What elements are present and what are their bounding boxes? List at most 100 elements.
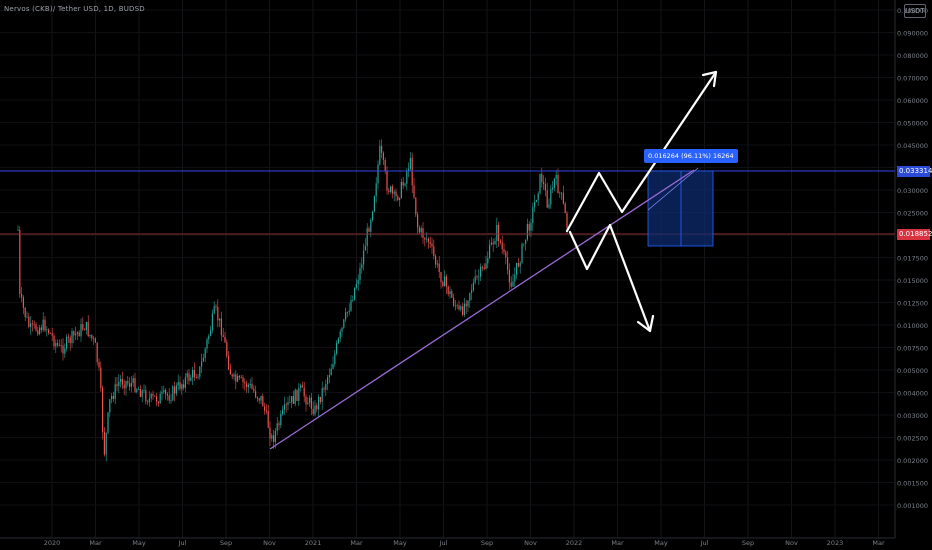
candle-body [219,318,221,321]
candle-body [168,395,170,401]
candle-body [42,319,44,331]
candle-body [163,389,165,392]
candle-body [220,318,222,336]
price-axis-label: 0.001500 [897,480,928,488]
candle-body [138,388,140,390]
candle-body [411,157,413,186]
candle-body [197,376,199,378]
candle-body [316,405,318,410]
candle-body [260,395,262,401]
bullish-projection-arrow[interactable] [565,70,718,233]
candle-body [469,292,471,301]
candle-body [339,331,341,339]
candle-body [408,168,410,172]
bearish-projection-arrow[interactable] [568,223,655,333]
time-axis-label: Mar [350,539,363,547]
candle-body [85,321,87,331]
candle-body [289,402,291,403]
candle-body [543,182,545,185]
candle-body [296,389,298,401]
candle-body [465,303,467,307]
candle-body [534,201,536,208]
candle-body [463,303,465,315]
time-axis-label: Sep [742,539,754,547]
candle-body [271,435,273,439]
candle-body [136,389,138,392]
candle-body [39,327,41,335]
candle-body [66,336,68,349]
candle-body [499,240,501,243]
candle-body [175,385,177,394]
candle-body [55,342,57,347]
candle-body [472,282,474,291]
candle-body [145,390,147,402]
candle-body [156,396,158,402]
candle-body [519,262,521,267]
candle-body [287,402,289,405]
candle-body [249,383,251,385]
candle-body [395,191,397,197]
symbol-info: Nervos (CKB)/ Tether USD, 1D, BUDSD [4,5,145,13]
candle-body [206,339,208,349]
candle-body [471,290,473,293]
candle-body [406,171,408,184]
candle-body [274,430,276,442]
candle-body [192,369,194,378]
candle-body [427,238,429,243]
candle-body [456,305,458,307]
candle-body [490,242,492,245]
candle-body [300,385,302,388]
price-axis-label: 0.002500 [897,435,928,443]
candle-body [78,332,80,337]
candle-body [505,252,507,258]
candle-body [139,388,141,397]
time-axis-label: 2021 [305,539,322,547]
support-trendline[interactable] [269,169,695,450]
time-axis-label: May [393,539,407,547]
candle-body [159,393,161,404]
candle-body [312,408,314,415]
candle-body [336,343,338,354]
candle-body [420,228,422,233]
candle-body [337,338,339,344]
candle-body [217,307,219,321]
candle-body [177,382,179,386]
candle-body [478,276,480,278]
candle-body [111,395,113,400]
candle-body [354,287,356,300]
price-axis-label: 0.012500 [897,300,928,308]
candle-body [435,256,437,265]
candle-body [67,336,69,338]
candle-body [413,185,415,198]
price-range-diagonal [647,167,699,211]
candle-body [539,173,541,194]
candle-body [526,224,528,240]
candle-body [96,342,98,363]
candle-body [564,203,566,214]
candlestick-series [17,139,568,462]
candle-body [373,196,375,212]
candle-body [105,432,107,455]
candle-body [368,228,370,232]
price-axis-label: 0.060000 [897,97,928,105]
candle-body [291,396,293,403]
time-axis-label: 2023 [827,539,844,547]
candle-body [48,329,50,334]
time-axis-label: Jul [178,539,187,547]
candle-body [301,385,303,388]
candle-body [555,174,557,179]
candle-body [188,373,190,381]
candle-body [44,319,46,331]
candle-body [357,280,359,284]
candle-body [62,345,64,354]
candle-body [552,187,554,190]
candle-body [118,381,120,386]
price-axis-label: 0.015000 [897,277,928,285]
currency-badge[interactable]: USDT [904,4,926,18]
candle-body [298,387,300,401]
candle-body [384,160,386,171]
price-range-box[interactable] [647,170,714,247]
candle-body [462,306,464,315]
candle-body [215,306,217,308]
